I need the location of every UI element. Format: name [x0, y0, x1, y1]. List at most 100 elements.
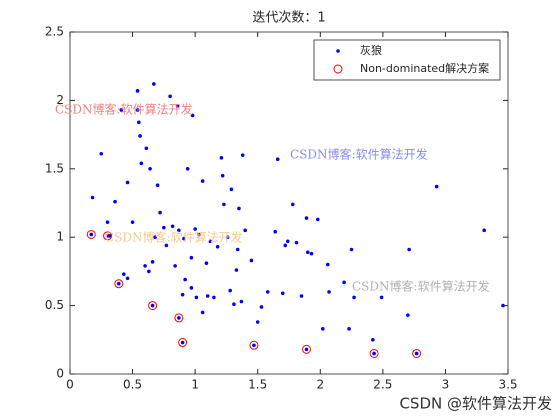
point: [252, 343, 256, 348]
point: [119, 108, 124, 112]
point: [86, 229, 96, 239]
point: [178, 338, 188, 348]
point: [275, 157, 280, 162]
point: [194, 295, 199, 300]
point: [327, 290, 331, 294]
point: [139, 161, 144, 166]
point: [243, 228, 247, 233]
point: [225, 235, 230, 239]
point: [168, 94, 172, 99]
point: [309, 251, 314, 256]
point: [232, 302, 236, 307]
point: [304, 347, 309, 352]
watermark: CSDN博客:软件算法开发: [55, 102, 193, 117]
point: [414, 351, 419, 356]
point: [99, 151, 104, 156]
point: [204, 261, 209, 265]
point: [105, 234, 110, 238]
legend-label: Non-dominated解决方案: [360, 61, 489, 75]
point: [228, 288, 232, 293]
point: [175, 104, 180, 108]
point: [173, 264, 177, 268]
point: [369, 348, 379, 358]
point: [135, 108, 140, 112]
point: [229, 187, 234, 192]
y-tick-label: 2: [56, 93, 64, 107]
point: [177, 228, 181, 233]
point: [280, 291, 285, 296]
point: [108, 234, 112, 238]
point: [150, 260, 155, 264]
point: [215, 244, 220, 249]
point: [180, 292, 185, 297]
point: [162, 225, 166, 230]
x-tick-label: 3: [442, 378, 450, 392]
point: [148, 301, 158, 311]
point: [305, 250, 310, 255]
point: [180, 340, 185, 345]
point: [347, 327, 351, 331]
point: [153, 235, 157, 239]
point: [283, 243, 288, 248]
point: [255, 320, 260, 324]
point: [125, 180, 130, 185]
point: [185, 167, 190, 171]
point: [349, 247, 354, 252]
point: [164, 243, 169, 248]
point: [150, 303, 155, 308]
point: [234, 268, 239, 272]
point: [103, 231, 113, 241]
y-tick-label: 1.5: [45, 161, 64, 175]
point: [130, 220, 135, 224]
point: [152, 82, 156, 86]
point: [265, 290, 270, 294]
point: [177, 316, 181, 320]
point: [299, 294, 304, 298]
point: [290, 202, 295, 207]
y-tick-label: 1: [56, 230, 64, 244]
point: [90, 195, 95, 200]
point: [294, 240, 299, 245]
x-tick-label: 1: [191, 378, 199, 392]
point: [170, 224, 175, 229]
point: [315, 217, 320, 222]
point: [155, 183, 160, 188]
watermark: CSDN博客:软件算法开发: [105, 230, 243, 245]
legend-marker: [336, 49, 340, 53]
watermark: CSDN博客:软件算法开发: [290, 147, 428, 162]
point: [352, 295, 356, 300]
point: [320, 327, 325, 331]
point: [122, 272, 126, 276]
point: [412, 348, 422, 358]
point: [302, 344, 312, 354]
point: [135, 89, 140, 93]
point: [240, 153, 245, 157]
point: [222, 202, 226, 207]
point: [249, 340, 259, 350]
point: [220, 173, 225, 178]
point: [183, 277, 187, 282]
x-tick-label: 1.5: [248, 378, 267, 392]
point: [325, 262, 330, 267]
legend-box: [313, 39, 501, 81]
point: [407, 247, 411, 252]
point: [137, 120, 141, 125]
point: [125, 276, 130, 281]
x-tick-label: 2.5: [373, 378, 392, 392]
point: [189, 255, 194, 260]
x-tick-label: 2: [316, 378, 324, 392]
point: [190, 113, 195, 118]
point: [237, 206, 241, 211]
point: [114, 279, 124, 289]
legend-label: 灰狼: [360, 43, 382, 57]
watermark: CSDN博客:软件算法开发: [352, 279, 490, 294]
point: [200, 310, 205, 315]
point: [193, 227, 197, 231]
y-tick-label: 0.5: [45, 298, 64, 312]
point: [259, 305, 264, 309]
point: [379, 295, 384, 300]
point: [285, 239, 290, 244]
point: [113, 199, 117, 204]
